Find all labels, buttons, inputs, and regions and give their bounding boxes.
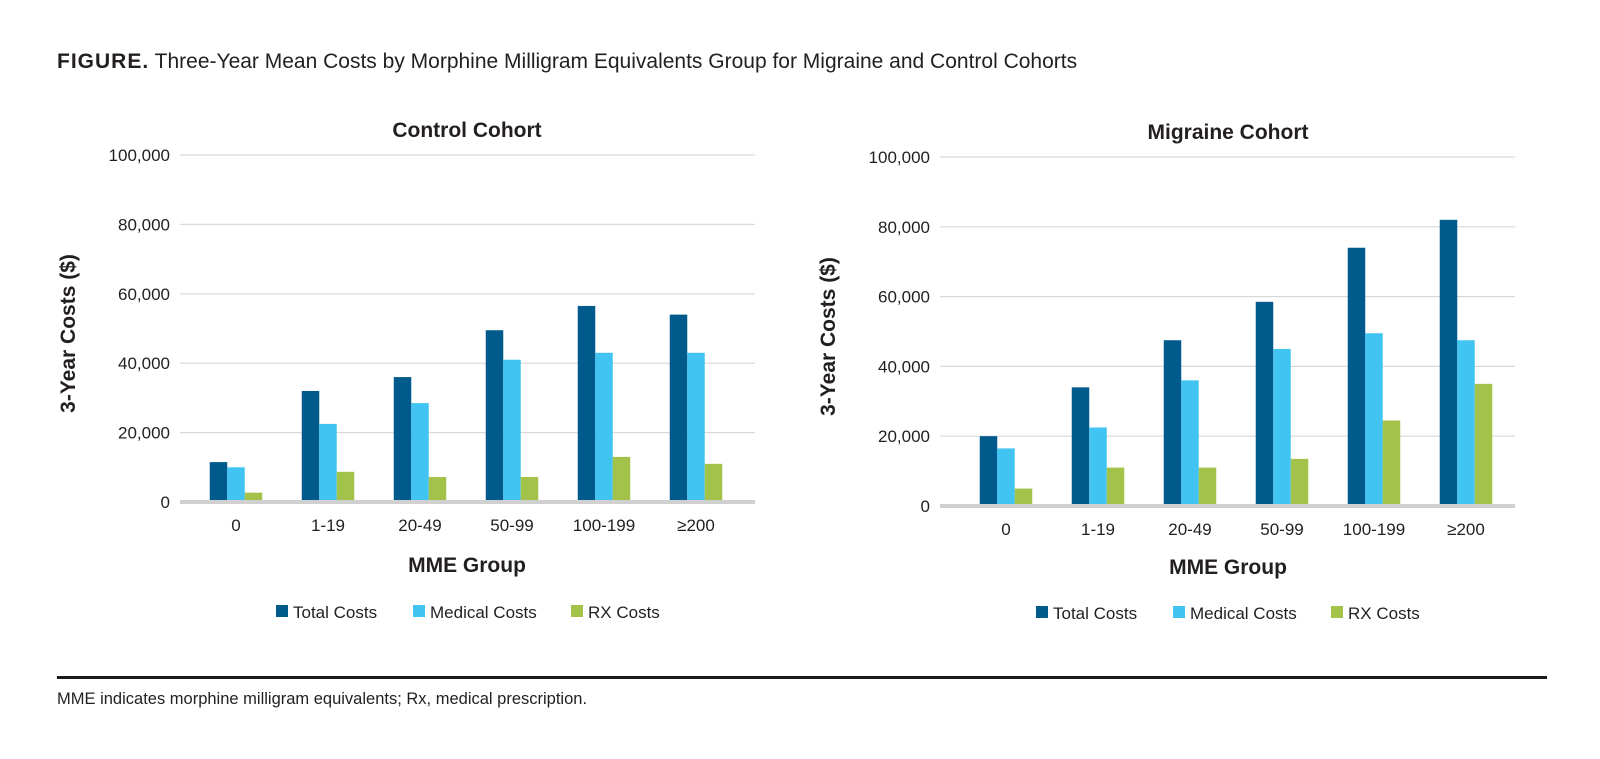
y-tick-label: 100,000 [109,146,170,165]
y-tick-label: 40,000 [118,354,170,373]
bar-rx-5 [1474,383,1493,506]
bar-total-1 [301,390,320,502]
bar-total-0 [209,462,228,502]
bar-medical-1 [319,423,337,502]
bar-medical-3 [503,359,521,502]
bar-total-1 [1071,387,1090,506]
legend-label-medical: Medical Costs [430,603,537,622]
y-tick-label: 40,000 [878,357,930,376]
x-tick-label: 0 [231,516,240,535]
legend-swatch-total [276,605,288,617]
footnote: MME indicates morphine milligram equival… [57,690,588,708]
bar-rx-3 [520,477,539,502]
y-tick-label: 80,000 [118,215,170,234]
x-tick-label: 20-49 [1168,520,1211,539]
x-tick-label: 100-199 [1343,520,1405,539]
bar-rx-1 [1106,467,1125,506]
y-axis-label: 3-Year Costs ($) [57,254,80,413]
bar-total-4 [577,305,596,502]
legend-label-rx: RX Costs [1348,604,1420,623]
legend-swatch-medical [1173,606,1185,618]
x-tick-label: 100-199 [573,516,635,535]
bar-medical-0 [997,448,1015,506]
bar-medical-2 [411,403,429,502]
migraine-cohort-chart: Migraine Cohort 0 20,000 40,000 60,000 80,000… [817,121,1515,623]
x-tick-label: ≥200 [1447,520,1485,539]
bar-total-2 [393,377,412,502]
x-axis-label: MME Group [408,554,526,577]
y-tick-label: 100,000 [869,148,930,167]
chart-title: Control Cohort [392,119,541,142]
x-tick-label: 50-99 [1260,520,1303,539]
bar-total-3 [1255,301,1274,506]
x-tick-label: 20-49 [398,516,441,535]
bar-rx-4 [1382,420,1401,506]
bar-rx-3 [1290,458,1309,506]
x-axis-label: MME Group [1169,556,1287,579]
figure-label: FIGURE. [57,50,150,73]
bar-medical-4 [595,352,613,502]
bar-rx-1 [336,471,355,502]
legend-swatch-rx [571,605,583,617]
charts-canvas: Control Cohort 0 20,000 40,000 60,000 80,000 1… [57,119,1515,623]
x-tick-label: 1-19 [1081,520,1115,539]
y-tick-label: 0 [161,493,170,512]
bar-medical-2 [1181,380,1199,506]
y-tick-label: 20,000 [878,427,930,446]
y-axis-label: 3-Year Costs ($) [817,257,840,416]
legend-label-total: Total Costs [293,603,377,622]
legend-swatch-total [1036,606,1048,618]
bar-rx-2 [1198,467,1217,506]
legend-swatch-rx [1331,606,1343,618]
legend-label-total: Total Costs [1053,604,1137,623]
bar-medical-1 [1089,427,1107,506]
y-tick-label: 60,000 [878,288,930,307]
bar-total-3 [485,330,504,502]
figure-title: FIGURE. Three-Year Mean Costs by Morphin… [57,50,1077,74]
y-tick-label: 20,000 [118,424,170,443]
y-tick-label: 60,000 [118,285,170,304]
figure-title-text: Three-Year Mean Costs by Morphine Millig… [154,50,1078,73]
x-tick-label: 50-99 [490,516,533,535]
bar-medical-5 [687,352,705,502]
bar-rx-2 [428,477,447,502]
bar-rx-0 [1014,488,1033,506]
bar-medical-4 [1365,333,1383,506]
bar-medical-3 [1273,348,1291,506]
legend-label-rx: RX Costs [588,603,660,622]
y-tick-label: 80,000 [878,218,930,237]
x-tick-label: 0 [1001,520,1010,539]
footnote-divider [57,676,1547,679]
bar-medical-0 [227,467,245,502]
bar-rx-0 [244,492,263,502]
bar-rx-4 [612,456,631,502]
legend-swatch-medical [413,605,425,617]
bar-total-4 [1347,247,1366,507]
x-tick-label: 1-19 [311,516,345,535]
bar-medical-5 [1457,340,1475,506]
x-tick-label: ≥200 [677,516,715,535]
bar-total-2 [1163,340,1182,506]
y-tick-label: 0 [921,497,930,516]
bar-total-5 [1439,219,1458,506]
bar-rx-5 [704,463,723,502]
bar-total-5 [669,314,688,502]
legend-label-medical: Medical Costs [1190,604,1297,623]
chart-title: Migraine Cohort [1148,121,1309,144]
control-cohort-chart: Control Cohort 0 20,000 40,000 60,000 80,000 1… [57,119,755,622]
bar-total-0 [979,436,998,506]
